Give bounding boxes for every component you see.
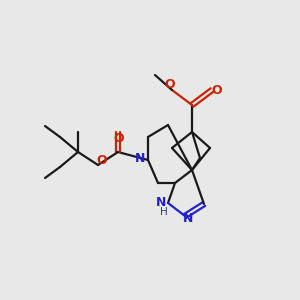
Text: H: H bbox=[160, 207, 168, 217]
Text: O: O bbox=[114, 131, 124, 145]
Text: N: N bbox=[156, 196, 166, 209]
Text: O: O bbox=[212, 83, 222, 97]
Text: N: N bbox=[183, 212, 193, 226]
Text: O: O bbox=[97, 154, 107, 166]
Text: N: N bbox=[135, 152, 145, 166]
Text: O: O bbox=[165, 79, 175, 92]
